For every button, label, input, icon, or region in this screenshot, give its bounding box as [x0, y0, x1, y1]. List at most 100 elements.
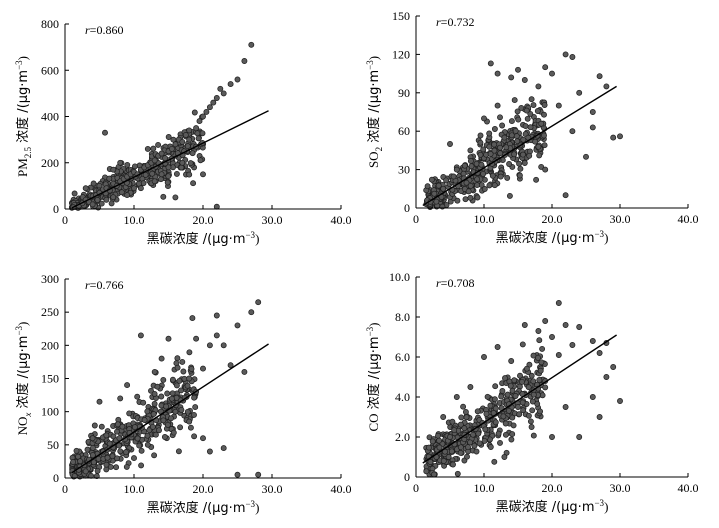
- regression-line: [71, 343, 269, 474]
- data-point: [445, 454, 452, 460]
- data-point: [474, 182, 481, 189]
- x-tick-label: 0: [413, 481, 419, 495]
- data-point: [160, 193, 167, 200]
- data-point: [151, 400, 158, 407]
- data-point: [126, 410, 133, 417]
- data-point: [179, 358, 186, 365]
- data-point: [520, 151, 526, 158]
- data-point: [522, 123, 529, 130]
- data-point: [520, 136, 527, 143]
- data-point: [436, 444, 443, 451]
- data-point: [158, 150, 165, 157]
- data-point: [527, 110, 534, 117]
- data-point: [542, 64, 549, 71]
- data-point: [494, 344, 501, 350]
- data-point: [506, 161, 513, 167]
- data-point: [489, 172, 496, 179]
- data-point: [186, 349, 193, 356]
- data-point: [173, 382, 180, 389]
- y-axis-label: CO 浓度 /(μg·m−3): [365, 322, 382, 431]
- data-point: [569, 342, 576, 348]
- data-point: [200, 113, 206, 120]
- data-point: [467, 147, 474, 154]
- data-point: [473, 448, 480, 455]
- x-tick-label: 30.0: [610, 212, 631, 226]
- data-point: [173, 394, 180, 401]
- data-point: [194, 130, 201, 137]
- data-point: [589, 338, 596, 344]
- data-point: [530, 378, 537, 385]
- data-point: [186, 127, 193, 134]
- correlation-value: =0.766: [90, 278, 124, 292]
- data-point: [109, 453, 116, 460]
- data-point: [467, 182, 474, 189]
- data-point: [501, 134, 508, 141]
- data-point: [603, 374, 610, 380]
- data-point: [502, 375, 508, 382]
- x-tick-label: 30.0: [262, 482, 283, 496]
- data-point: [118, 189, 125, 196]
- data-point: [220, 445, 227, 452]
- data-point: [481, 437, 488, 444]
- data-point: [596, 414, 603, 420]
- data-point: [454, 197, 461, 204]
- data-point: [165, 164, 172, 171]
- data-point: [158, 393, 165, 400]
- data-point: [477, 151, 484, 158]
- data-point: [576, 434, 583, 440]
- data-point: [518, 104, 525, 111]
- data-point: [110, 166, 117, 173]
- data-point: [534, 108, 541, 114]
- data-point: [423, 468, 430, 475]
- data-point: [610, 134, 617, 141]
- data-point: [527, 124, 534, 131]
- data-point: [481, 354, 487, 360]
- data-point: [196, 118, 203, 125]
- y-tick-label: 300: [41, 272, 59, 286]
- data-point: [454, 470, 461, 477]
- data-point: [200, 435, 206, 442]
- data-point: [589, 124, 596, 131]
- data-point: [508, 118, 515, 125]
- correlation-label: r=0.708: [436, 276, 474, 290]
- data-point: [227, 81, 234, 88]
- data-point: [555, 352, 562, 358]
- y-tick-label: 150: [41, 372, 59, 386]
- x-tick-label: 10.0: [124, 482, 145, 496]
- data-point: [530, 391, 537, 398]
- data-point: [110, 194, 117, 201]
- data-point: [160, 376, 167, 383]
- data-point: [169, 376, 176, 383]
- data-point: [486, 182, 493, 189]
- data-point: [508, 74, 515, 81]
- data-point: [124, 161, 131, 168]
- data-point: [538, 120, 545, 127]
- data-point: [508, 358, 515, 364]
- data-point: [495, 430, 502, 437]
- data-point: [217, 85, 224, 92]
- data-point: [184, 408, 191, 415]
- data-point: [555, 102, 562, 109]
- data-point: [144, 145, 151, 152]
- data-point: [174, 355, 181, 362]
- x-axis-label: 黑碳浓度 /(μg·m−3): [147, 499, 260, 516]
- data-point: [206, 104, 213, 111]
- data-point: [184, 143, 191, 150]
- data-point: [150, 145, 157, 152]
- y-tick-label: 10.0: [389, 270, 410, 284]
- data-point: [477, 132, 484, 139]
- y-tick-label: 50: [47, 438, 59, 452]
- data-point: [172, 194, 179, 201]
- correlation-label: r=0.860: [85, 23, 123, 37]
- data-point: [102, 129, 108, 136]
- data-point: [549, 334, 555, 340]
- data-point: [610, 364, 617, 370]
- data-point: [515, 404, 521, 410]
- data-point: [158, 171, 165, 178]
- data-point: [164, 421, 171, 428]
- data-point: [440, 185, 447, 192]
- data-point: [151, 368, 158, 375]
- data-point: [138, 447, 145, 454]
- data-point: [124, 382, 131, 389]
